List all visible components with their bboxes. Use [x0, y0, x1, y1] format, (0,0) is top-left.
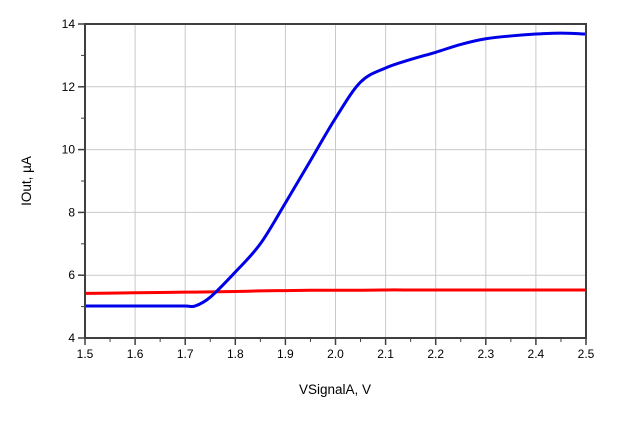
y-tick-label: 4: [68, 331, 75, 345]
traces: [85, 31, 586, 309]
gridlines: [85, 24, 586, 338]
y-tick-label: 14: [62, 17, 76, 31]
x-tick-label: 1.6: [127, 347, 144, 361]
x-tick-label: 1.7: [177, 347, 194, 361]
blue-trace: [85, 31, 586, 309]
x-tick-label: 2.0: [327, 347, 344, 361]
tick-labels: 1.5 1.6 1.7 1.8 1.9 2.0 2.1 2.2 2.3 2.4 2.5 4 6 8 10 12…: [62, 17, 595, 361]
x-tick-label: 1.5: [77, 347, 94, 361]
y-axis-label: IOut, µA: [19, 156, 34, 206]
y-tick-label: 10: [62, 143, 76, 157]
y-tick-label: 8: [68, 205, 75, 219]
x-tick-label: 1.8: [227, 347, 244, 361]
axis-ticks: [78, 23, 587, 345]
x-tick-label: 2.1: [377, 347, 394, 361]
red-trace: [85, 288, 586, 295]
x-tick-label: 1.9: [277, 347, 294, 361]
x-tick-label: 2.5: [578, 347, 595, 361]
x-axis-label: VSignalA, V: [299, 382, 371, 397]
x-tick-label: 2.2: [427, 347, 444, 361]
x-tick-label: 2.4: [528, 347, 545, 361]
plot-border: [84, 23, 587, 339]
y-tick-label: 6: [68, 268, 75, 282]
x-tick-label: 2.3: [477, 347, 494, 361]
y-tick-label: 12: [62, 80, 76, 94]
